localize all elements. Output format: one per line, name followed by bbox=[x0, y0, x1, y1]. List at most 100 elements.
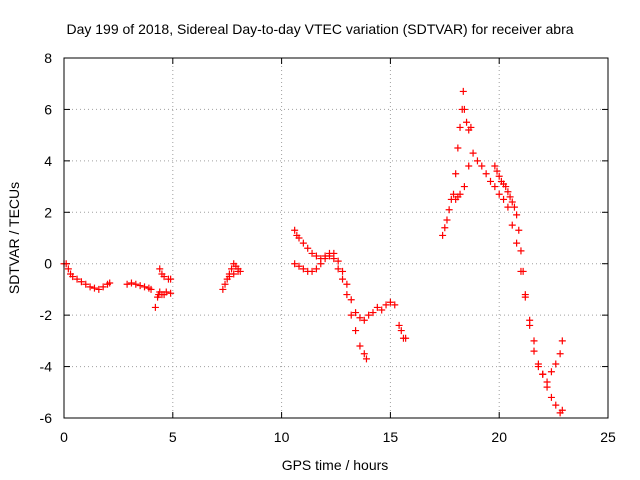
data-point bbox=[147, 285, 155, 293]
data-point bbox=[504, 203, 512, 211]
data-point bbox=[167, 289, 175, 297]
data-point bbox=[439, 231, 447, 239]
data-point bbox=[312, 265, 320, 273]
data-point bbox=[547, 368, 555, 376]
data-point bbox=[219, 285, 227, 293]
data-point bbox=[556, 350, 564, 358]
data-point bbox=[486, 177, 494, 185]
data-point bbox=[64, 265, 72, 273]
data-point bbox=[160, 273, 168, 281]
data-point bbox=[539, 370, 547, 378]
chart-title: Day 199 of 2018, Sidereal Day-to-day VTE… bbox=[66, 21, 573, 37]
x-tick-label: 20 bbox=[491, 429, 507, 445]
data-point bbox=[502, 183, 510, 191]
x-axis-label: GPS time / hours bbox=[282, 457, 389, 473]
data-point bbox=[530, 337, 538, 345]
x-tick-label: 10 bbox=[274, 429, 290, 445]
data-point bbox=[228, 265, 236, 273]
data-point bbox=[295, 234, 303, 242]
data-point bbox=[151, 303, 159, 311]
x-tick-label: 15 bbox=[383, 429, 399, 445]
data-point bbox=[136, 282, 144, 290]
y-tick-label: 8 bbox=[44, 50, 52, 66]
data-point bbox=[500, 195, 508, 203]
data-point bbox=[454, 144, 462, 152]
data-point bbox=[456, 190, 464, 198]
data-point bbox=[99, 283, 107, 291]
data-point bbox=[534, 363, 542, 371]
data-point bbox=[510, 203, 518, 211]
data-point bbox=[95, 285, 103, 293]
data-point bbox=[123, 280, 131, 288]
data-point bbox=[312, 252, 320, 260]
data-point bbox=[504, 188, 512, 196]
data-point bbox=[234, 267, 242, 275]
data-point bbox=[382, 301, 390, 309]
data-point bbox=[352, 309, 360, 317]
data-point bbox=[543, 378, 551, 386]
data-point bbox=[452, 170, 460, 178]
x-tick-label: 5 bbox=[169, 429, 177, 445]
data-point bbox=[443, 216, 451, 224]
data-point bbox=[127, 279, 135, 287]
y-tick-label: -6 bbox=[40, 410, 53, 426]
y-tick-label: 6 bbox=[44, 101, 52, 117]
data-point bbox=[378, 306, 386, 314]
data-point bbox=[460, 105, 468, 113]
data-point bbox=[73, 275, 81, 283]
data-point bbox=[77, 278, 85, 286]
data-point bbox=[456, 123, 464, 131]
data-point bbox=[162, 288, 170, 296]
data-point bbox=[132, 280, 140, 288]
data-point bbox=[460, 183, 468, 191]
data-point bbox=[299, 265, 307, 273]
data-point bbox=[308, 267, 316, 275]
data-point bbox=[386, 298, 394, 306]
data-point bbox=[493, 167, 501, 175]
data-point bbox=[441, 224, 449, 232]
x-tick-label: 25 bbox=[600, 429, 616, 445]
data-point bbox=[221, 280, 229, 288]
data-point bbox=[547, 393, 555, 401]
data-point bbox=[463, 118, 471, 126]
data-point bbox=[391, 301, 399, 309]
data-point bbox=[106, 279, 114, 287]
data-point bbox=[450, 190, 458, 198]
y-tick-label: 4 bbox=[44, 153, 52, 169]
data-point bbox=[519, 267, 527, 275]
data-point bbox=[343, 291, 351, 299]
data-point bbox=[513, 211, 521, 219]
data-point bbox=[299, 239, 307, 247]
data-point bbox=[334, 257, 342, 265]
data-point bbox=[339, 267, 347, 275]
data-point bbox=[352, 327, 360, 335]
data-point bbox=[360, 350, 368, 358]
data-point bbox=[513, 239, 521, 247]
data-point bbox=[478, 162, 486, 170]
data-point bbox=[295, 262, 303, 270]
y-tick-label: -2 bbox=[40, 307, 53, 323]
data-point bbox=[530, 347, 538, 355]
data-point bbox=[469, 149, 477, 157]
data-point bbox=[369, 309, 377, 317]
data-point bbox=[506, 193, 514, 201]
data-point bbox=[325, 252, 333, 260]
data-point bbox=[156, 265, 164, 273]
data-point bbox=[317, 260, 325, 268]
plot-frame bbox=[63, 57, 609, 419]
data-point bbox=[365, 311, 373, 319]
data-point bbox=[482, 170, 490, 178]
data-point bbox=[308, 249, 316, 257]
data-point bbox=[362, 355, 370, 363]
data-point bbox=[86, 283, 94, 291]
data-point bbox=[517, 247, 525, 255]
data-point bbox=[395, 321, 403, 329]
y-tick-label: -4 bbox=[40, 359, 53, 375]
data-point bbox=[508, 221, 516, 229]
data-point bbox=[167, 275, 175, 283]
data-point bbox=[558, 406, 566, 414]
x-tick-label: 0 bbox=[60, 429, 68, 445]
data-point bbox=[508, 198, 516, 206]
data-point bbox=[356, 342, 364, 350]
